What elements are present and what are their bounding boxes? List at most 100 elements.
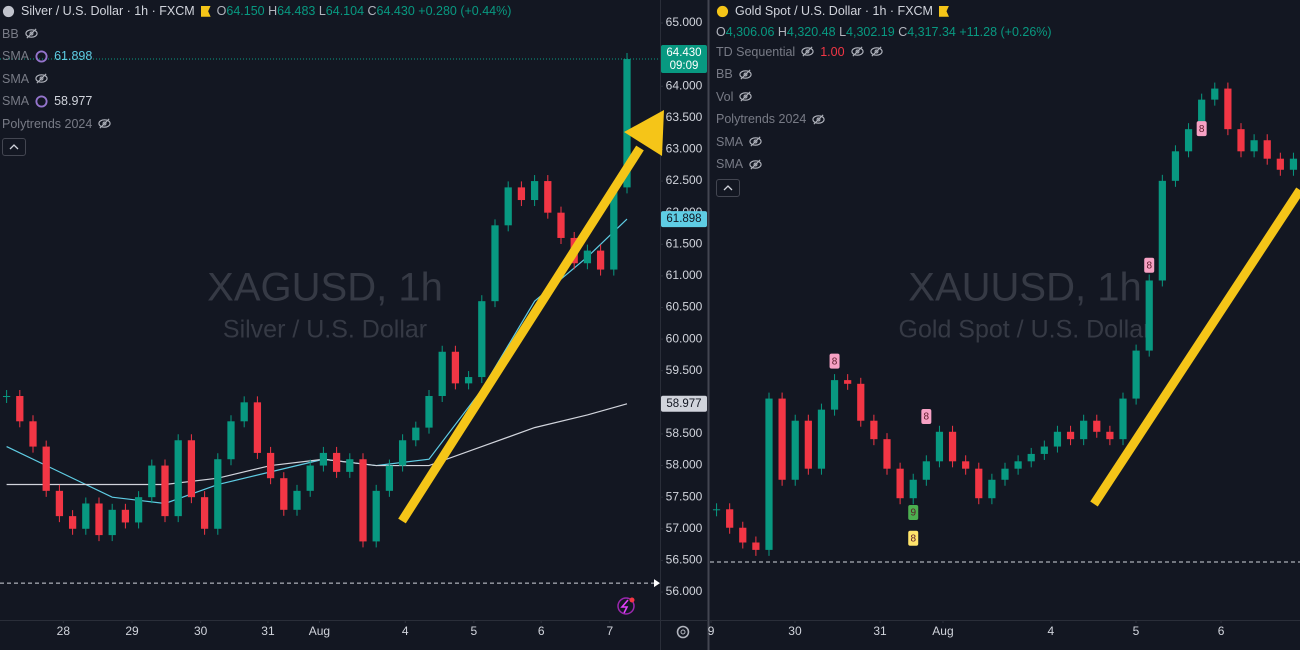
indicator-row: BB — [2, 23, 511, 46]
alert-icon[interactable] — [617, 597, 635, 615]
hidden-icon[interactable] — [25, 27, 38, 40]
candle — [1250, 140, 1258, 152]
gear-center[interactable] — [680, 629, 686, 635]
candle — [596, 250, 605, 270]
ohlc-value: 64.104 — [325, 4, 365, 19]
indicator-name: Polytrends 2024 — [716, 112, 807, 127]
candle — [739, 527, 747, 543]
candle — [948, 431, 957, 462]
collapse-button[interactable] — [716, 178, 740, 197]
indicator-name: Polytrends 2024 — [2, 116, 93, 131]
candle — [1276, 158, 1284, 170]
x-tick-label: 7 — [606, 624, 613, 638]
legend-title-row: Gold Spot / U.S. Dollar · 1h · FXCM — [716, 0, 1052, 23]
symbol-title[interactable]: Gold Spot / U.S. Dollar · 1h · FXCM — [735, 4, 933, 19]
candle — [332, 452, 341, 472]
symbol-title[interactable]: Silver / U.S. Dollar · 1h · FXCM — [21, 4, 195, 19]
candle — [1119, 398, 1127, 440]
hidden-icon[interactable] — [98, 117, 111, 130]
gear[interactable] — [676, 625, 690, 639]
hidden-icon[interactable] — [801, 45, 814, 58]
candle — [504, 187, 512, 226]
flag[interactable] — [200, 5, 211, 17]
trend-line — [1090, 187, 1300, 507]
candle — [517, 187, 526, 201]
td-label: 8 — [910, 533, 916, 544]
candle — [804, 420, 812, 469]
settings-icon[interactable] — [676, 625, 690, 639]
x-tick-label: 31 — [261, 624, 275, 638]
hidden-icon[interactable] — [812, 113, 825, 126]
candle — [1001, 468, 1009, 480]
alert-dot[interactable] — [629, 597, 635, 603]
candle — [68, 516, 77, 529]
caret[interactable] — [723, 184, 733, 191]
candle — [227, 421, 235, 460]
candle — [623, 59, 631, 188]
alert-ring[interactable] — [617, 597, 635, 615]
td-label: 8 — [1146, 260, 1152, 271]
candle — [478, 301, 486, 378]
indicator-row: Polytrends 2024 — [716, 108, 1052, 131]
hidden-icon[interactable] — [869, 45, 883, 58]
x-tick-label: 30 — [194, 624, 208, 638]
candle — [1184, 129, 1193, 152]
flag[interactable] — [938, 5, 949, 17]
y-tick-label: 63.000 — [666, 142, 703, 156]
source-icon[interactable] — [35, 95, 48, 108]
candle — [1040, 446, 1048, 454]
level-marker — [654, 579, 660, 588]
candle — [1132, 350, 1140, 399]
hidden-icon[interactable] — [749, 135, 762, 148]
candle — [464, 377, 473, 384]
td-mark — [921, 409, 932, 425]
candle — [817, 409, 826, 469]
candle — [293, 490, 301, 510]
indicator-name: SMA — [2, 49, 30, 64]
collapse-button[interactable] — [2, 138, 26, 156]
hidden-icon[interactable] — [749, 158, 762, 171]
hidden-icon[interactable] — [739, 90, 753, 103]
hidden-icon[interactable] — [739, 68, 752, 81]
candle — [883, 439, 891, 469]
y-tick-label: 65.000 — [666, 15, 703, 29]
candle — [425, 396, 433, 428]
indicator-name: SMA — [2, 94, 30, 109]
indicator-row: SMA — [2, 68, 511, 91]
x-tick-label: Aug — [309, 624, 330, 638]
td-mark — [908, 504, 919, 520]
ohlc-key: H — [268, 4, 278, 19]
candle — [583, 250, 592, 264]
y-tick-label: 62.500 — [666, 173, 703, 187]
y-tick-label: 58.000 — [666, 458, 703, 472]
candle — [266, 452, 275, 479]
hidden-icon[interactable] — [850, 45, 864, 58]
indicator-row: SMA 58.977 — [2, 90, 511, 113]
candle — [1053, 431, 1062, 447]
x-tick-label: 9 — [708, 624, 715, 638]
indicator-list: TD Sequential 1.00 BB Vol Polytrends 2024 SMA… — [716, 41, 1052, 197]
change: +0.280 (+0.44%) — [418, 4, 512, 19]
candle — [1158, 180, 1166, 281]
indicator-row: Polytrends 2024 — [2, 113, 511, 136]
candle — [1171, 151, 1180, 181]
td-label: 9 — [910, 508, 916, 519]
td-label: 8 — [924, 412, 930, 423]
symbol-icon — [716, 5, 729, 17]
y-tick-label: 58.500 — [666, 426, 703, 440]
candle — [896, 468, 904, 499]
watermark-sub: Gold Spot / U.S. Dollar — [899, 316, 1152, 344]
indicator-row: SMA — [716, 131, 1052, 154]
caret[interactable] — [9, 144, 19, 150]
td-mark — [1144, 257, 1155, 273]
legend-title-row: Silver / U.S. Dollar · 1h · FXCM O64.150… — [2, 0, 511, 23]
indicator-value: 61.898 — [54, 49, 93, 64]
td-mark — [829, 353, 840, 369]
x-tick-label: Aug — [932, 624, 953, 638]
y-tick-label: 61.000 — [666, 268, 703, 282]
candle — [830, 380, 839, 410]
source-icon[interactable] — [35, 50, 48, 63]
alert-bolt[interactable] — [620, 599, 629, 614]
candle — [438, 351, 446, 397]
hidden-icon[interactable] — [35, 72, 48, 85]
